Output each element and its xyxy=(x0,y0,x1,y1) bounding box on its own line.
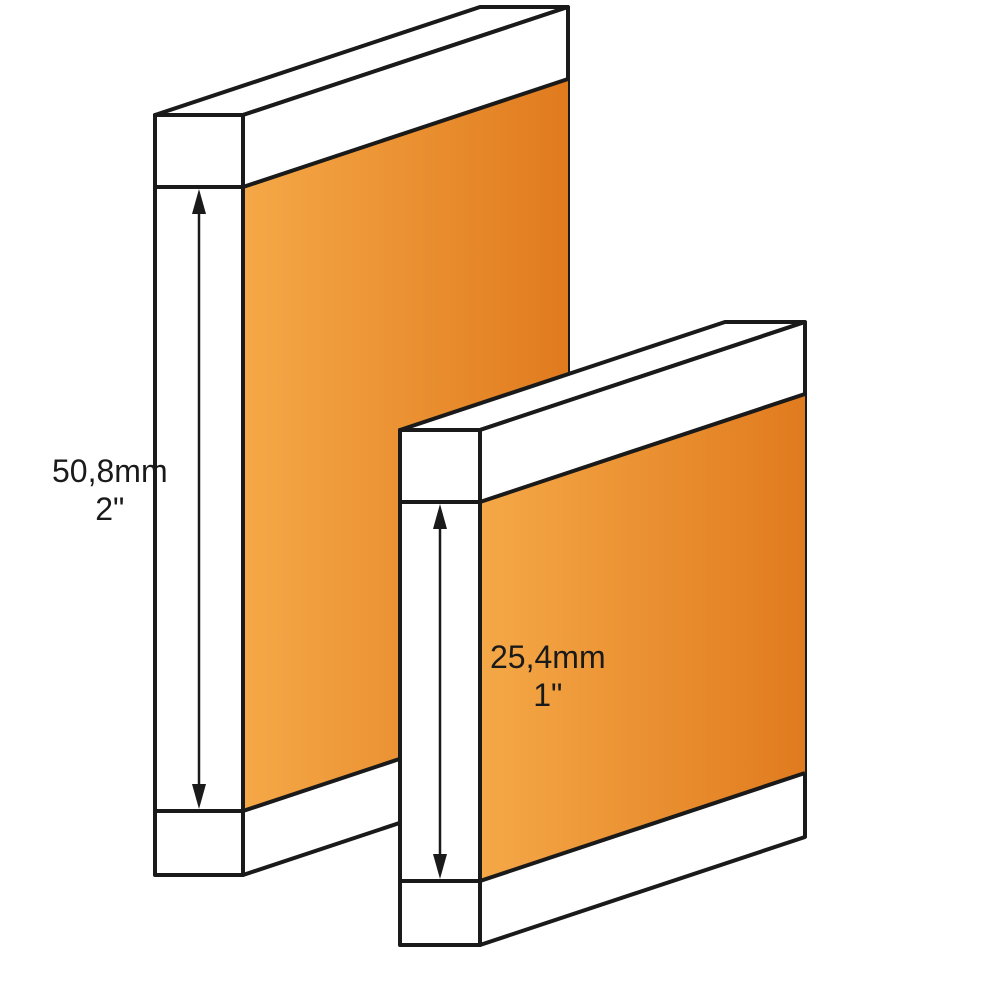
large-dim-in: 2" xyxy=(52,490,168,528)
small-dimension-label: 25,4mm 1" xyxy=(490,638,606,715)
small-dim-mm: 25,4mm xyxy=(490,638,606,676)
block-small xyxy=(400,322,805,945)
large-dim-mm: 50,8mm xyxy=(52,452,168,490)
large-dimension-label: 50,8mm 2" xyxy=(52,452,168,529)
small-dim-in: 1" xyxy=(490,676,606,714)
